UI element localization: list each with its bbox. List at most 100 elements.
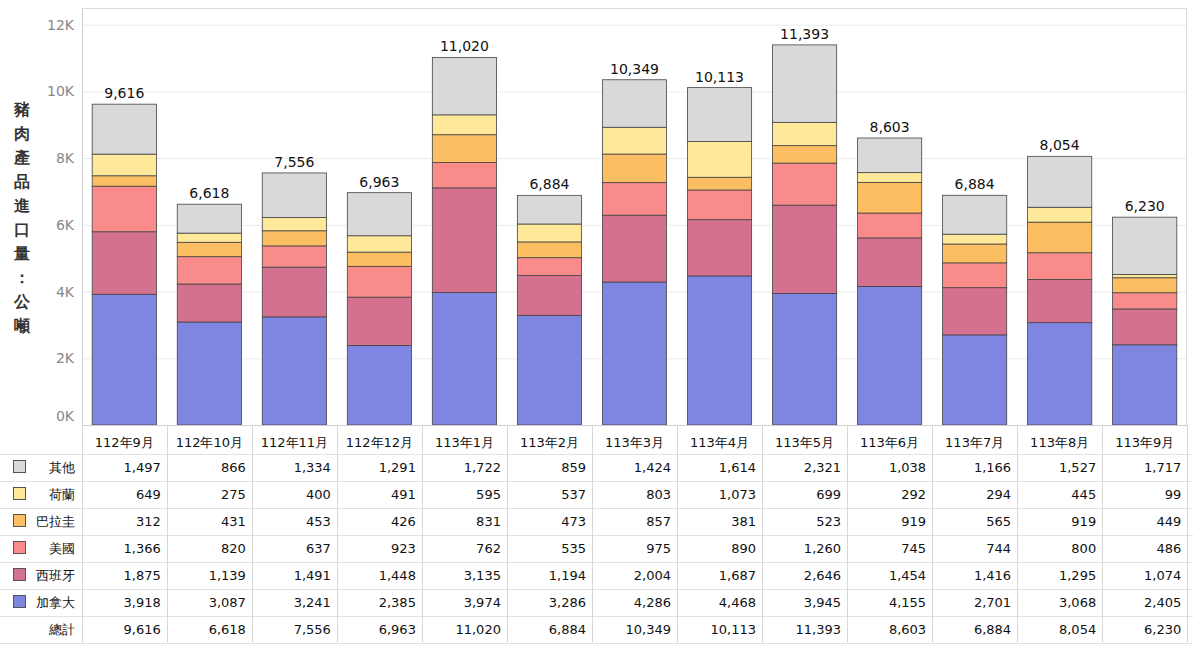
table-cell: 11,393 [796, 622, 842, 637]
table-line [677, 425, 678, 643]
y-tick: 6K [56, 217, 82, 233]
x-tick: 113年2月 [520, 425, 579, 450]
table-cell: 400 [306, 487, 331, 502]
total-label: 6,884 [529, 176, 569, 192]
table-row: 美國1,3668206379237625359758901,2607457448… [14, 541, 1182, 556]
bar-segment [262, 231, 326, 246]
table-cell: 1,416 [974, 568, 1011, 583]
table-cell: 1,424 [634, 460, 671, 475]
y-tick-label: 2K [56, 350, 75, 366]
table-cell: 1,687 [719, 568, 756, 583]
total-label: 6,230 [1125, 198, 1165, 214]
table-cell: 7,556 [294, 622, 331, 637]
table-cell: 275 [221, 487, 246, 502]
legend-label: 西班牙 [36, 568, 75, 583]
table-cell: 745 [901, 541, 926, 556]
table-cell: 3,087 [209, 595, 246, 610]
table-cell: 431 [221, 514, 246, 529]
table-cell: 649 [136, 487, 161, 502]
bar-segment [177, 284, 241, 322]
bar-segment [517, 258, 581, 276]
x-tick: 113年3月 [605, 425, 664, 450]
table-cell: 2,405 [1144, 595, 1181, 610]
table-line [0, 454, 1193, 455]
legend-label: 其他 [49, 460, 75, 475]
table-cell: 1,454 [889, 568, 926, 583]
bar-segment [602, 215, 666, 282]
table-cell: 3,945 [804, 595, 841, 610]
total-label: 7,556 [274, 154, 314, 170]
x-axis-line [83, 425, 1188, 426]
table-cell: 523 [816, 514, 841, 529]
table-cell: 294 [986, 487, 1011, 502]
bar-segment [177, 242, 241, 256]
total-label: 8,054 [1040, 137, 1080, 153]
table-cell: 1,448 [379, 568, 416, 583]
bar-segment [1028, 207, 1092, 222]
bar-segment [857, 182, 921, 213]
bar-segment [1028, 156, 1092, 207]
bar-segment [1113, 345, 1177, 425]
bar-segment [1113, 278, 1177, 293]
bar-segment [772, 163, 836, 205]
bar-segment [517, 276, 581, 316]
x-tick: 113年1月 [435, 425, 494, 450]
table-row: 西班牙1,8751,1391,4911,4483,1351,1942,0041,… [14, 568, 1182, 583]
y-tick: 10K [47, 83, 82, 99]
table-cell: 4,286 [634, 595, 671, 610]
bar-segment [347, 252, 411, 266]
table-cell: 2,701 [974, 595, 1011, 610]
table-line [0, 481, 1193, 482]
bar-segment [1028, 253, 1092, 280]
bar-segment [177, 322, 241, 425]
table-cell: 866 [221, 460, 246, 475]
table-cell: 1,334 [294, 460, 331, 475]
y-tick: 8K [56, 150, 82, 166]
x-tick-label: 113年5月 [775, 435, 834, 450]
table-cell: 637 [306, 541, 331, 556]
y-axis-line [82, 9, 83, 426]
table-line [0, 616, 1193, 617]
plot-frame [83, 9, 1187, 426]
x-tick: 113年6月 [860, 425, 919, 450]
total-labels: 9,6166,6187,5566,96311,0206,88410,34910,… [104, 26, 1164, 214]
table-cell: 381 [731, 514, 756, 529]
bar-segment [262, 246, 326, 267]
table-cell: 1,291 [379, 460, 416, 475]
y-tick: 0K [56, 408, 82, 425]
table-cell: 486 [1156, 541, 1181, 556]
total-label: 6,963 [359, 174, 399, 190]
bar-segment [347, 345, 411, 425]
table-cell: 3,974 [464, 595, 501, 610]
bar-segment [177, 257, 241, 284]
bar-segment [262, 217, 326, 230]
table-cell: 744 [986, 541, 1011, 556]
y-tick: 4K [56, 284, 82, 300]
bar-segment [1113, 293, 1177, 309]
x-tick-label: 113年6月 [860, 435, 919, 450]
table-cell: 2,321 [804, 460, 841, 475]
legend-label: 加拿大 [36, 595, 75, 610]
table-cell: 1,875 [124, 568, 161, 583]
total-label: 10,113 [695, 69, 744, 85]
legend-swatch [14, 569, 26, 581]
y-axis: 0K2K4K6K8K10K12K [47, 9, 83, 426]
table-row: 總計9,6166,6187,5566,96311,0206,88410,3491… [48, 622, 1181, 637]
series-bars [92, 45, 1177, 275]
table-cell: 1,717 [1144, 460, 1181, 475]
table-cell: 800 [1071, 541, 1096, 556]
bar-segment [92, 176, 156, 186]
x-tick-label: 112年12月 [346, 435, 413, 450]
grid-line [82, 425, 1187, 426]
bar-segment [857, 173, 921, 183]
table-cell: 803 [646, 487, 671, 502]
total-label: 9,616 [104, 85, 144, 101]
table-cell: 699 [816, 487, 841, 502]
bar-segment [857, 286, 921, 425]
bar-segment [772, 293, 836, 425]
bar-segment [347, 193, 411, 236]
table-cell: 1,366 [124, 541, 161, 556]
table-cell: 1,491 [294, 568, 331, 583]
y-tick-label: 10K [47, 83, 75, 99]
bar-segment [602, 127, 666, 154]
